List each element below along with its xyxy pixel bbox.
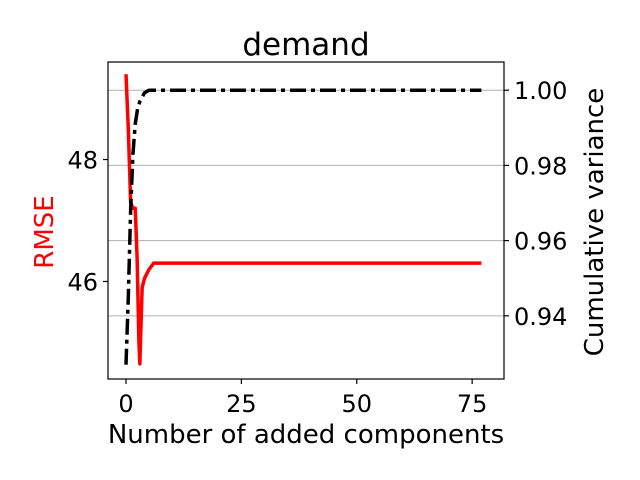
y-left-tick-label: 48	[67, 147, 98, 175]
y-right-tick-label: 1.00	[514, 77, 567, 105]
y-axis-label-right: Cumulative variance	[580, 88, 610, 357]
x-tick-label: 50	[341, 390, 372, 418]
x-axis-label: Number of added components	[108, 420, 504, 450]
tick-marks-and-labels: 0 25 50 75 46 48 0.94 0.96 0.98 1.00	[67, 77, 567, 418]
y-right-tick-label: 0.98	[514, 152, 567, 180]
y-left-tick-label: 46	[67, 268, 98, 296]
y-right-tick-label: 0.96	[514, 228, 567, 256]
chart-title: demand	[242, 27, 369, 63]
x-tick-label: 25	[226, 390, 257, 418]
y-axis-label-left: RMSE	[30, 195, 60, 268]
axes-frame	[107, 61, 505, 380]
rmse-series-line	[124, 74, 482, 366]
y-right-tick-label: 0.94	[514, 303, 567, 331]
plot-area-frame	[107, 61, 505, 380]
x-tick-label: 0	[118, 390, 133, 418]
x-tick-label: 75	[457, 390, 488, 418]
cumulative-variance-series-line	[124, 88, 482, 365]
series-lines	[124, 74, 482, 366]
